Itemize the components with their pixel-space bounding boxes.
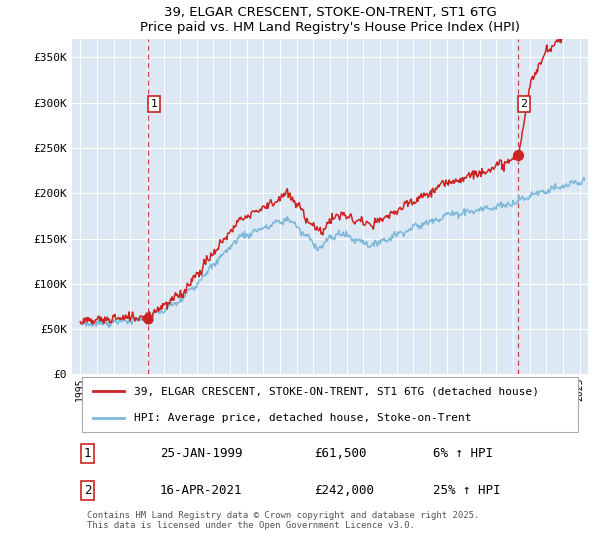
Text: 6% ↑ HPI: 6% ↑ HPI [433,447,493,460]
Text: 2: 2 [520,99,527,109]
Point [513,151,523,160]
Text: 1: 1 [84,447,91,460]
Point [143,314,153,323]
FancyBboxPatch shape [82,377,578,432]
Text: £242,000: £242,000 [314,484,374,497]
Text: 2: 2 [84,484,91,497]
Text: 25% ↑ HPI: 25% ↑ HPI [433,484,500,497]
Text: HPI: Average price, detached house, Stoke-on-Trent: HPI: Average price, detached house, Stok… [134,413,472,423]
Text: Contains HM Land Registry data © Crown copyright and database right 2025.
This d: Contains HM Land Registry data © Crown c… [88,511,480,530]
Text: 16-APR-2021: 16-APR-2021 [160,484,242,497]
Text: 39, ELGAR CRESCENT, STOKE-ON-TRENT, ST1 6TG (detached house): 39, ELGAR CRESCENT, STOKE-ON-TRENT, ST1 … [134,386,539,396]
Text: 25-JAN-1999: 25-JAN-1999 [160,447,242,460]
Title: 39, ELGAR CRESCENT, STOKE-ON-TRENT, ST1 6TG
Price paid vs. HM Land Registry's Ho: 39, ELGAR CRESCENT, STOKE-ON-TRENT, ST1 … [140,6,520,34]
Text: 1: 1 [151,99,158,109]
Text: £61,500: £61,500 [314,447,367,460]
